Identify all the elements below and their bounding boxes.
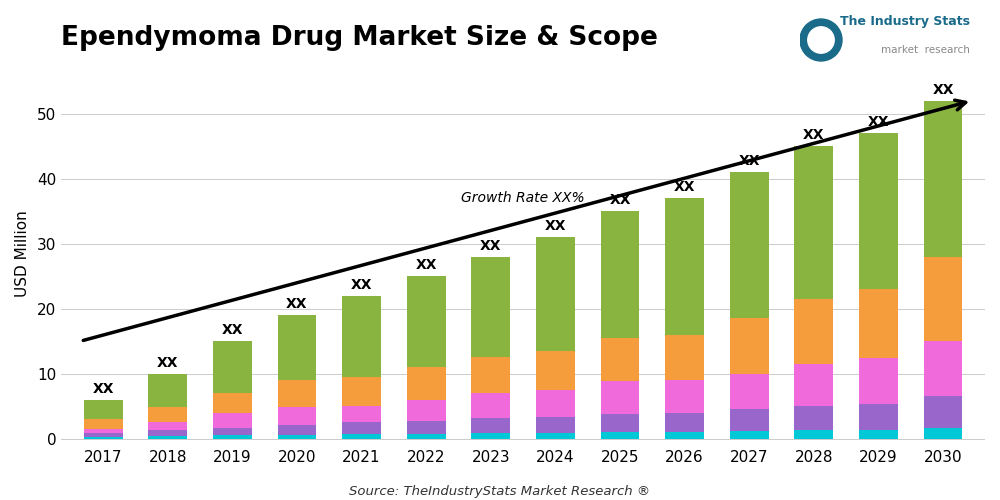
Bar xyxy=(84,429,123,434)
Bar xyxy=(665,334,704,380)
Bar xyxy=(730,431,769,438)
Bar xyxy=(407,421,446,434)
Bar xyxy=(536,390,575,417)
Bar xyxy=(342,406,381,422)
Bar xyxy=(730,318,769,374)
Bar xyxy=(213,393,252,413)
Bar xyxy=(794,430,833,438)
Bar xyxy=(213,436,252,438)
Bar xyxy=(665,380,704,412)
Text: XX: XX xyxy=(351,278,372,291)
Bar xyxy=(794,146,833,299)
Text: XX: XX xyxy=(609,194,631,207)
Bar xyxy=(213,414,252,428)
Bar xyxy=(601,211,639,338)
Bar xyxy=(665,198,704,334)
Bar xyxy=(213,341,252,393)
Bar xyxy=(84,436,123,438)
Bar xyxy=(794,364,833,406)
Bar xyxy=(859,404,898,429)
Text: XX: XX xyxy=(674,180,695,194)
Bar xyxy=(278,315,316,380)
Bar xyxy=(601,432,639,438)
Bar xyxy=(859,133,898,289)
Bar xyxy=(84,400,123,419)
Bar xyxy=(148,422,187,430)
Bar xyxy=(471,256,510,358)
Bar xyxy=(471,358,510,393)
Bar xyxy=(278,380,316,407)
Text: market  research: market research xyxy=(881,45,970,55)
Bar xyxy=(665,432,704,438)
Bar xyxy=(924,100,962,256)
Text: Growth Rate XX%: Growth Rate XX% xyxy=(461,190,585,204)
Bar xyxy=(342,434,381,438)
Text: XX: XX xyxy=(157,356,179,370)
Bar xyxy=(278,434,316,438)
Bar xyxy=(601,414,639,432)
Bar xyxy=(471,393,510,418)
Circle shape xyxy=(800,19,842,61)
Bar xyxy=(471,434,510,438)
Circle shape xyxy=(808,27,834,53)
Text: XX: XX xyxy=(222,323,243,337)
Bar xyxy=(342,422,381,434)
Bar xyxy=(342,377,381,406)
Bar xyxy=(84,434,123,436)
Text: XX: XX xyxy=(480,239,502,253)
Text: XX: XX xyxy=(738,154,760,168)
Text: XX: XX xyxy=(803,128,825,142)
Bar xyxy=(536,237,575,351)
Text: XX: XX xyxy=(92,382,114,396)
Bar xyxy=(859,358,898,404)
Bar xyxy=(730,410,769,431)
Text: Ependymoma Drug Market Size & Scope: Ependymoma Drug Market Size & Scope xyxy=(61,25,658,51)
Bar xyxy=(148,430,187,436)
Y-axis label: USD Million: USD Million xyxy=(15,210,30,297)
Bar xyxy=(665,412,704,432)
Bar xyxy=(601,338,639,382)
Bar xyxy=(278,425,316,434)
Bar xyxy=(84,419,123,429)
Bar xyxy=(730,172,769,318)
Text: XX: XX xyxy=(545,220,566,234)
Bar xyxy=(859,430,898,438)
Bar xyxy=(924,341,962,396)
Bar xyxy=(148,436,187,438)
Bar xyxy=(148,374,187,408)
Bar xyxy=(407,367,446,400)
Text: XX: XX xyxy=(868,116,889,130)
Bar xyxy=(278,407,316,425)
Bar xyxy=(471,418,510,434)
Bar xyxy=(924,428,962,438)
Bar xyxy=(213,428,252,436)
Bar xyxy=(924,256,962,341)
Bar xyxy=(407,276,446,367)
Bar xyxy=(407,434,446,438)
Bar xyxy=(536,434,575,438)
Text: The Industry Stats: The Industry Stats xyxy=(840,15,970,28)
Bar xyxy=(924,396,962,428)
Bar xyxy=(794,299,833,364)
Bar xyxy=(601,382,639,414)
Text: XX: XX xyxy=(286,297,308,311)
Text: XX: XX xyxy=(932,83,954,97)
Bar xyxy=(407,400,446,421)
Bar xyxy=(859,289,898,358)
Bar xyxy=(148,408,187,422)
Bar xyxy=(730,374,769,410)
Bar xyxy=(536,351,575,390)
Bar xyxy=(342,296,381,377)
Bar xyxy=(794,406,833,430)
Text: Source: TheIndustryStats Market Research ®: Source: TheIndustryStats Market Research… xyxy=(349,484,651,498)
Text: XX: XX xyxy=(415,258,437,272)
Bar xyxy=(536,417,575,434)
